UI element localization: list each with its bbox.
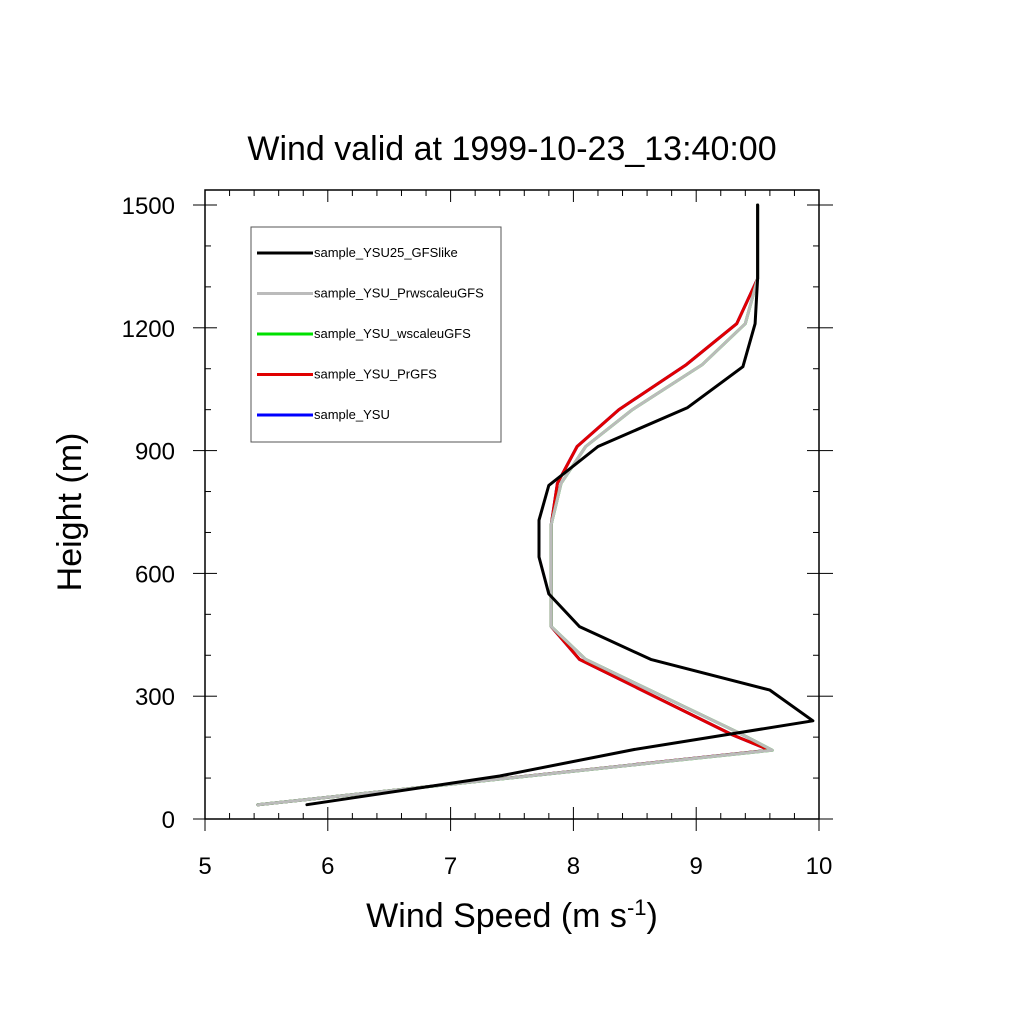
legend-entry: sample_YSU_PrwscaleuGFS <box>257 286 484 301</box>
y-axis-label: Height (m) <box>51 433 89 592</box>
y-tick-label: 900 <box>135 439 175 466</box>
y-tick-label: 1200 <box>122 316 175 343</box>
legend-entry: sample_YSU25_GFSlike <box>257 245 458 260</box>
x-tick-label: 10 <box>806 853 833 880</box>
x-tick-label: 8 <box>567 853 580 880</box>
legend-label: sample_YSU <box>314 407 390 422</box>
x-tick-label: 7 <box>444 853 457 880</box>
legend-entry: sample_YSU_PrGFS <box>257 367 437 382</box>
y-tick-label: 1500 <box>122 193 175 220</box>
series-line-sample_YSU25_GFSlike <box>305 203 815 807</box>
legend-entries: sample_YSU25_GFSlike sample_YSU_Prwscaleu… <box>257 245 484 422</box>
legend-entry: sample_YSU <box>257 407 390 422</box>
axis-ticks <box>193 190 833 831</box>
x-axis-label-end: ) <box>647 897 658 935</box>
legend: sample_YSU25_GFSlike sample_YSU_Prwscaleu… <box>250 226 502 443</box>
y-tick-label: 600 <box>135 561 175 588</box>
x-tick-label: 6 <box>321 853 334 880</box>
y-tick-label: 0 <box>162 807 175 834</box>
legend-label: sample_YSU_PrGFS <box>314 367 437 382</box>
series-line-sample_YSU_PrwscaleuGFS <box>256 203 774 807</box>
legend-label: sample_YSU_wscaleuGFS <box>314 326 471 341</box>
x-tick-label: 5 <box>198 853 211 880</box>
tick-labels: 5 6 7 8 9 10 0 300 600 900 1200 1500 <box>122 193 833 880</box>
plot-frame <box>204 189 820 820</box>
x-axis-label-main: Wind Speed (m s <box>366 897 627 935</box>
series-lines <box>256 203 815 807</box>
x-tick-label: 9 <box>690 853 703 880</box>
chart-title: Wind valid at 1999-10-23_13:40:00 <box>247 130 776 168</box>
x-axis-label-sup: -1 <box>627 895 647 920</box>
legend-label: sample_YSU_PrwscaleuGFS <box>314 286 484 301</box>
legend-label: sample_YSU25_GFSlike <box>314 245 458 260</box>
x-axis-label: Wind Speed (m s-1) <box>366 895 658 935</box>
legend-entry: sample_YSU_wscaleuGFS <box>257 326 471 341</box>
y-tick-label: 300 <box>135 684 175 711</box>
